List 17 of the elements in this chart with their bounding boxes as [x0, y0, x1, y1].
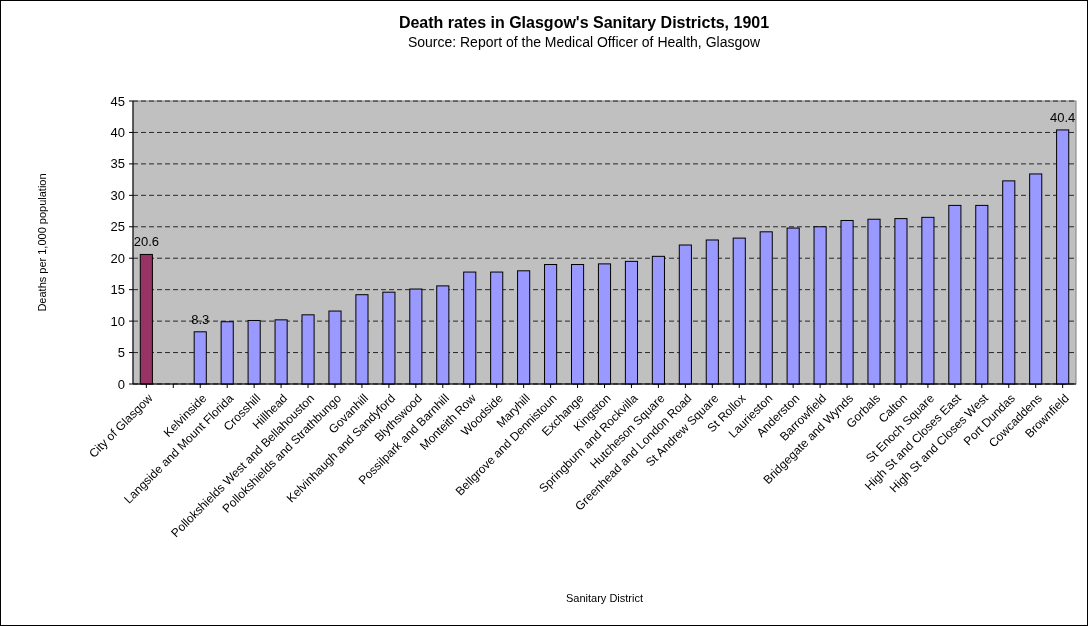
y-tick-label: 45 — [110, 93, 125, 109]
y-tick-label: 35 — [110, 156, 125, 172]
data-label: 8.3 — [191, 311, 210, 327]
chart-subtitle: Source: Report of the Medical Officer of Health, Glasgow — [407, 34, 762, 50]
chart-title: Death rates in Glasgow's Sanitary Districts, 1901 — [398, 14, 770, 31]
data-label: 20.6 — [133, 234, 159, 250]
y-tick-label: 20 — [110, 250, 125, 266]
data-label: 40.4 — [1050, 109, 1076, 125]
y-tick-label: 10 — [110, 313, 125, 329]
x-axis-title: Sanitary District — [565, 592, 644, 604]
y-tick-label: 0 — [117, 376, 125, 392]
y-tick-label: 40 — [110, 124, 125, 140]
y-tick-label: 25 — [110, 219, 125, 235]
y-tick-label: 30 — [110, 187, 125, 203]
y-tick-label: 5 — [117, 345, 125, 361]
y-axis-title: Deaths per 1,000 population — [36, 173, 48, 312]
y-tick-label: 15 — [110, 282, 125, 298]
